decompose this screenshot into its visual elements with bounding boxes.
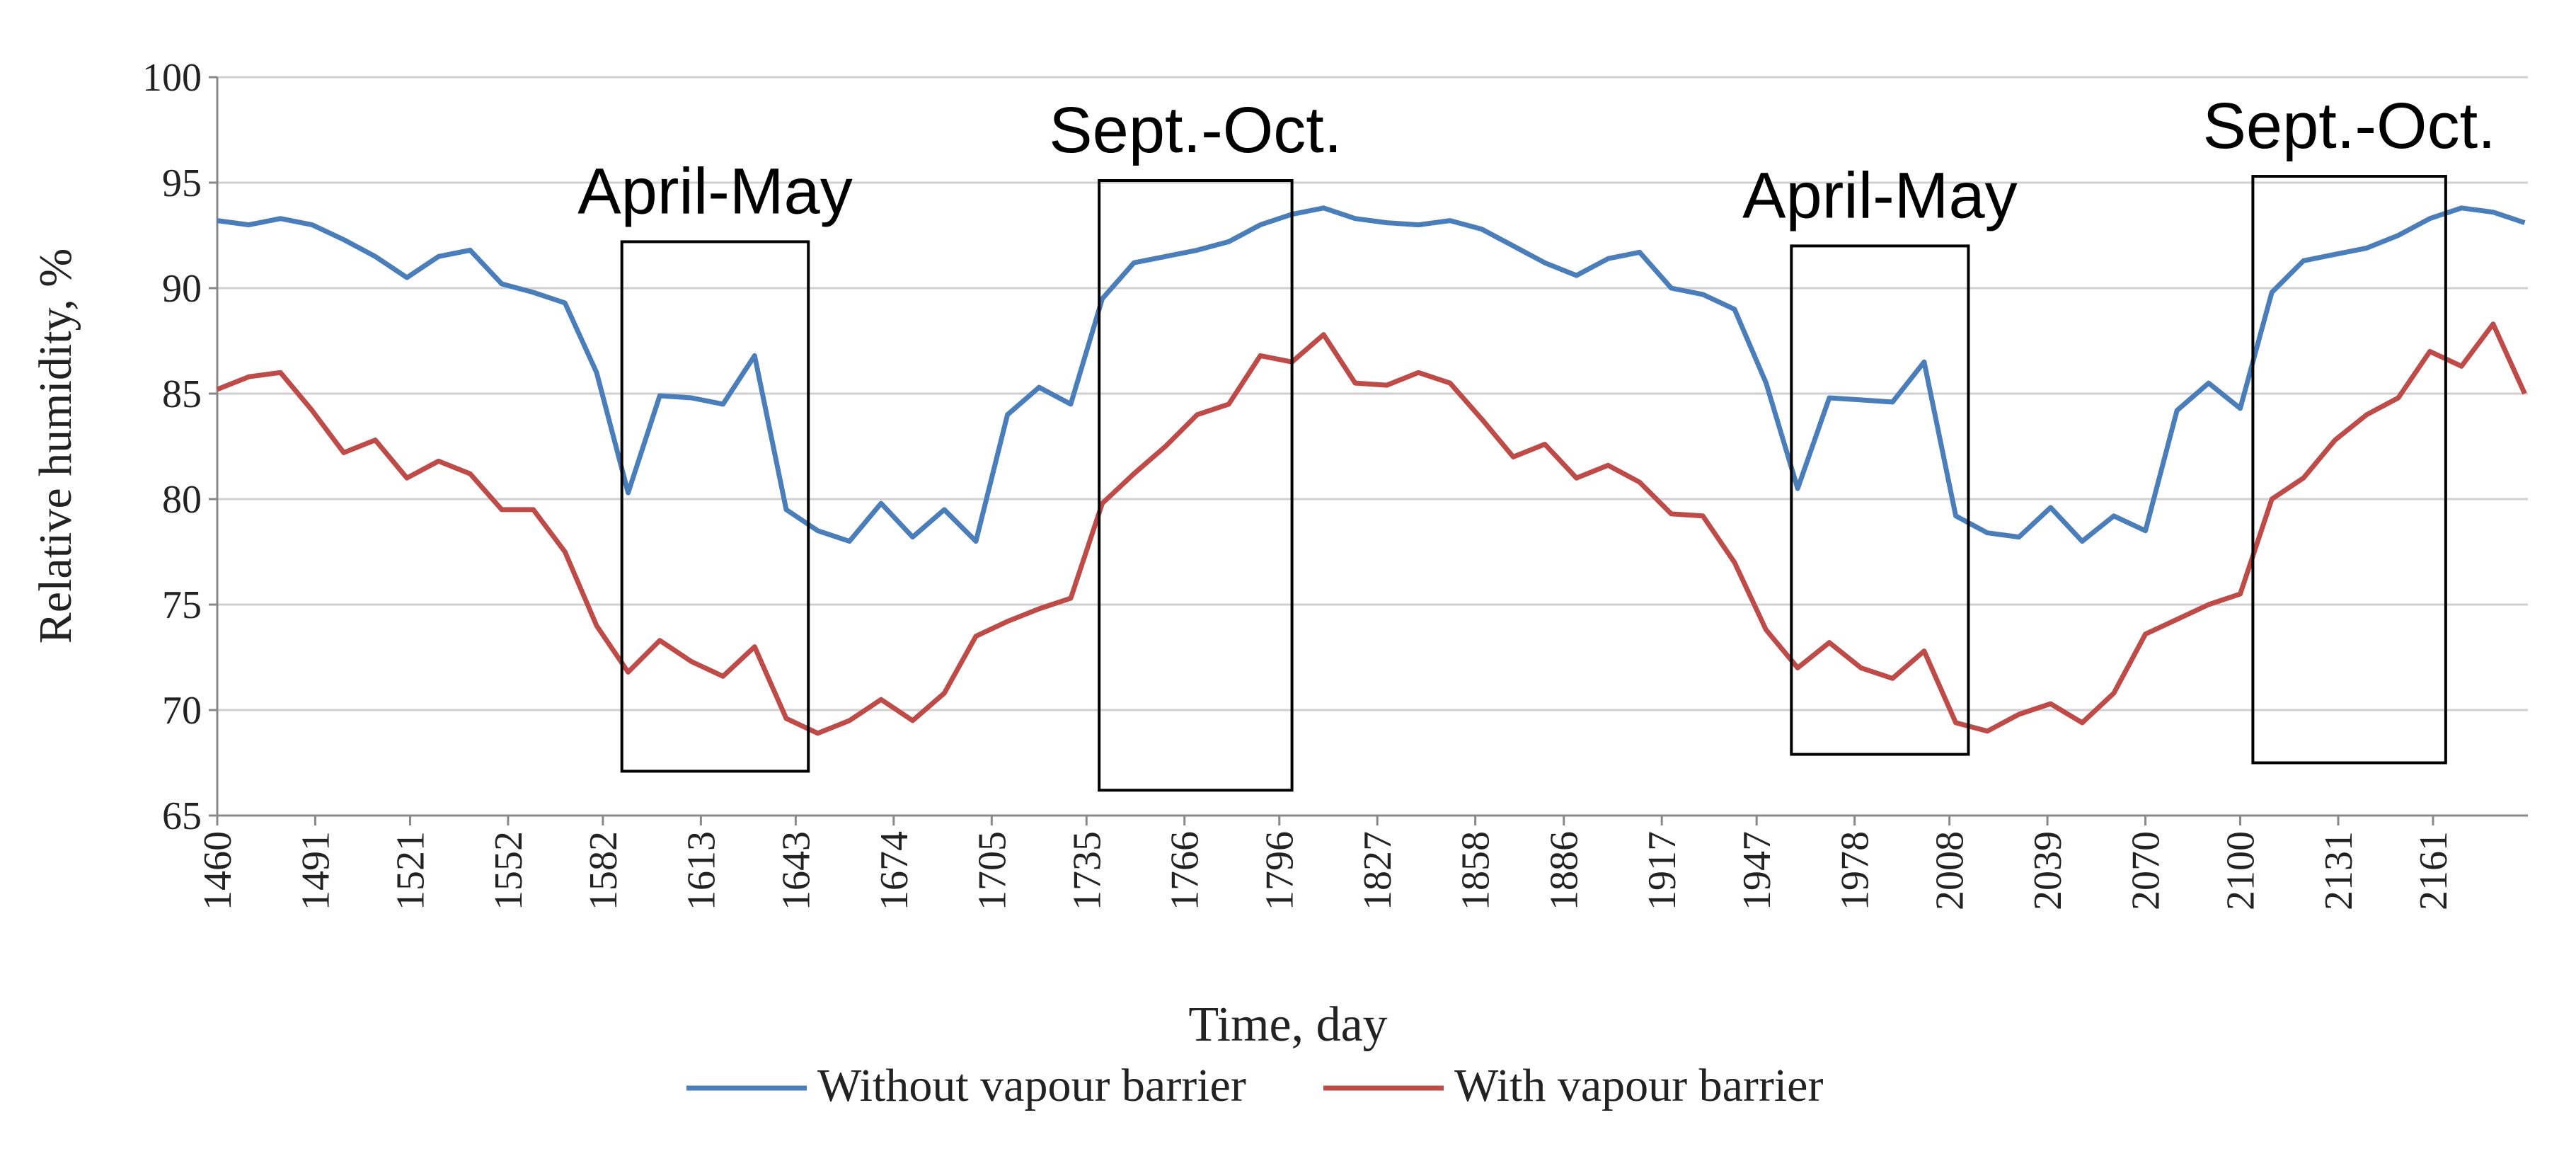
x-tick-label: 1582: [582, 831, 626, 910]
x-tick-label: 1947: [1735, 831, 1779, 910]
legend-label: Without vapour barrier: [817, 1060, 1246, 1111]
y-tick-label: 75: [162, 583, 202, 627]
x-tick-label: 1766: [1163, 831, 1207, 910]
x-tick-label: 2161: [2412, 831, 2456, 910]
series-line: [217, 205, 2526, 544]
series-line: [216, 321, 2527, 736]
annotation-box: [1790, 244, 1970, 756]
annotation-box: [2251, 175, 2447, 765]
annotation-label: April-May: [1742, 159, 2017, 231]
x-tick-label: 1521: [389, 831, 432, 910]
x-tick-label: 1886: [1543, 831, 1587, 910]
y-tick-label: 65: [162, 794, 202, 838]
x-tick-label: 2039: [2026, 831, 2070, 910]
x-tick-label: 1858: [1454, 831, 1498, 910]
x-tick-label: 1460: [196, 831, 240, 910]
y-tick-label: 95: [162, 161, 202, 205]
x-tick-label: 1613: [679, 831, 723, 910]
annotation-label: Sept.-Oct.: [1049, 94, 1342, 166]
x-tick-label: 1827: [1356, 831, 1400, 910]
y-tick-label: 100: [142, 56, 202, 100]
annotation-label: April-May: [577, 155, 852, 227]
annotation-label: Sept.-Oct.: [2203, 90, 2496, 162]
x-tick-label: 1917: [1640, 831, 1684, 910]
x-tick-label: 2008: [1928, 831, 1972, 910]
legend-label: With vapour barrier: [1454, 1060, 1823, 1111]
y-tick-label: 70: [162, 689, 202, 733]
x-tick-label: 1552: [487, 831, 531, 910]
y-tick-label: 80: [162, 478, 202, 522]
x-tick-label: 1643: [774, 831, 818, 910]
x-tick-label: 1705: [970, 831, 1014, 910]
x-tick-label: 2131: [2317, 831, 2361, 910]
x-axis-title: Time, day: [1188, 997, 1387, 1052]
y-tick-label: 85: [162, 372, 202, 416]
y-tick-label: 90: [162, 267, 202, 311]
annotation-box: [1098, 179, 1294, 792]
x-tick-label: 2070: [2124, 831, 2168, 910]
x-tick-label: 1491: [294, 831, 338, 910]
x-tick-label: 2100: [2219, 831, 2263, 910]
x-tick-label: 1978: [1834, 831, 1878, 910]
x-tick-label: 1796: [1258, 831, 1302, 910]
y-axis-title: Relative humidity, %: [30, 248, 81, 644]
annotation-box: [620, 240, 810, 773]
x-tick-label: 1735: [1065, 831, 1109, 910]
x-tick-label: 1674: [873, 831, 916, 910]
